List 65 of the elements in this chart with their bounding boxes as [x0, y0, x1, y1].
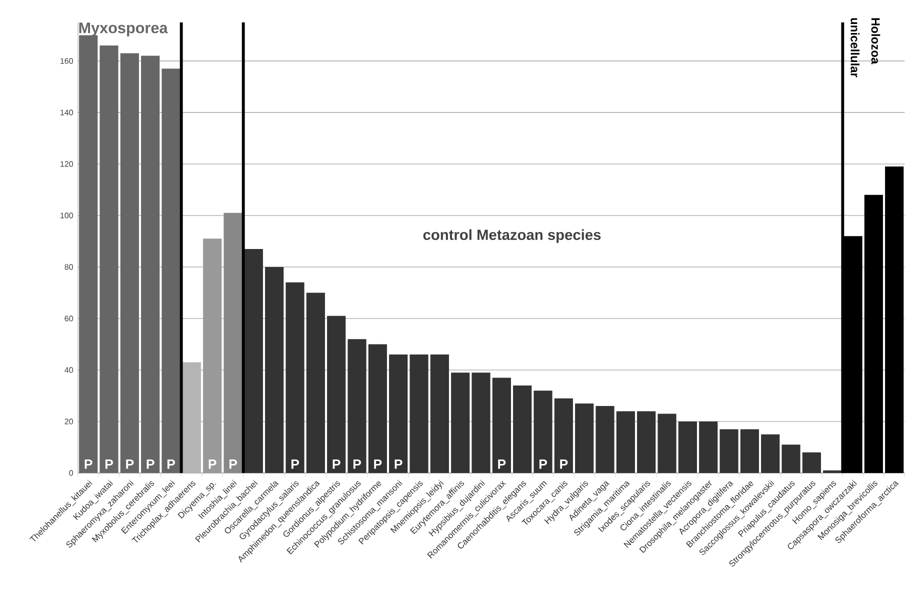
- annotation: P: [498, 460, 506, 469]
- bar: [286, 282, 304, 473]
- bar: [699, 421, 718, 473]
- bar: [306, 292, 325, 473]
- bar: [327, 316, 346, 473]
- annotation: P: [105, 460, 114, 469]
- bar: [368, 344, 387, 473]
- bar: [224, 212, 242, 473]
- annotation: P: [208, 460, 216, 469]
- bar: [864, 194, 883, 473]
- bar: [203, 238, 222, 473]
- annotation: unicellular: [850, 18, 860, 78]
- y-tick-label: 140: [60, 110, 73, 116]
- bar: [265, 266, 284, 473]
- annotation: P: [560, 460, 568, 469]
- annotation: P: [126, 460, 134, 469]
- bar: [575, 403, 594, 473]
- annotation: P: [353, 460, 362, 469]
- y-tick-label: 60: [64, 316, 73, 322]
- bar: [554, 398, 573, 473]
- bar: [162, 68, 180, 473]
- bar: [823, 470, 842, 473]
- y-tick-label: 0: [69, 470, 73, 476]
- bar: [740, 429, 759, 473]
- bar: [596, 406, 614, 473]
- annotation: Holozoa: [871, 18, 880, 64]
- annotation: P: [229, 460, 238, 469]
- bar: [348, 339, 366, 473]
- annotation: P: [332, 460, 340, 469]
- annotation: P: [291, 460, 300, 469]
- bar: [451, 372, 470, 473]
- bar: [658, 414, 676, 473]
- bar: [885, 166, 904, 473]
- bar: [637, 411, 656, 473]
- annotation: P: [374, 460, 382, 469]
- bar: [616, 411, 635, 473]
- bar: [472, 372, 490, 473]
- bar: [141, 56, 160, 473]
- bar: [534, 390, 552, 473]
- annotation: P: [394, 460, 402, 469]
- y-tick-label: 100: [60, 212, 73, 218]
- y-tick-label: 80: [64, 264, 73, 270]
- bar: [802, 452, 821, 473]
- annotation: P: [146, 460, 154, 469]
- bar: [761, 434, 780, 473]
- bar: [100, 46, 118, 473]
- annotation: P: [84, 460, 92, 469]
- y-tick-label: 120: [60, 161, 73, 167]
- bar: [430, 354, 449, 473]
- bar: [389, 354, 408, 473]
- bar: [120, 53, 139, 473]
- y-tick-label: 40: [64, 367, 73, 373]
- annotation: P: [539, 460, 548, 469]
- annotation: control Metazoan species: [423, 229, 601, 243]
- y-tick-label: 160: [60, 58, 73, 64]
- annotation: P: [167, 460, 176, 469]
- bar: [782, 444, 800, 473]
- bar: [410, 354, 428, 473]
- bar: [513, 385, 532, 473]
- bar: [244, 248, 263, 473]
- bar: [492, 378, 511, 473]
- annotation: Myxosporea: [79, 22, 168, 36]
- bar: [720, 429, 738, 473]
- y-tick-label: 20: [64, 418, 73, 424]
- bar: [678, 421, 697, 473]
